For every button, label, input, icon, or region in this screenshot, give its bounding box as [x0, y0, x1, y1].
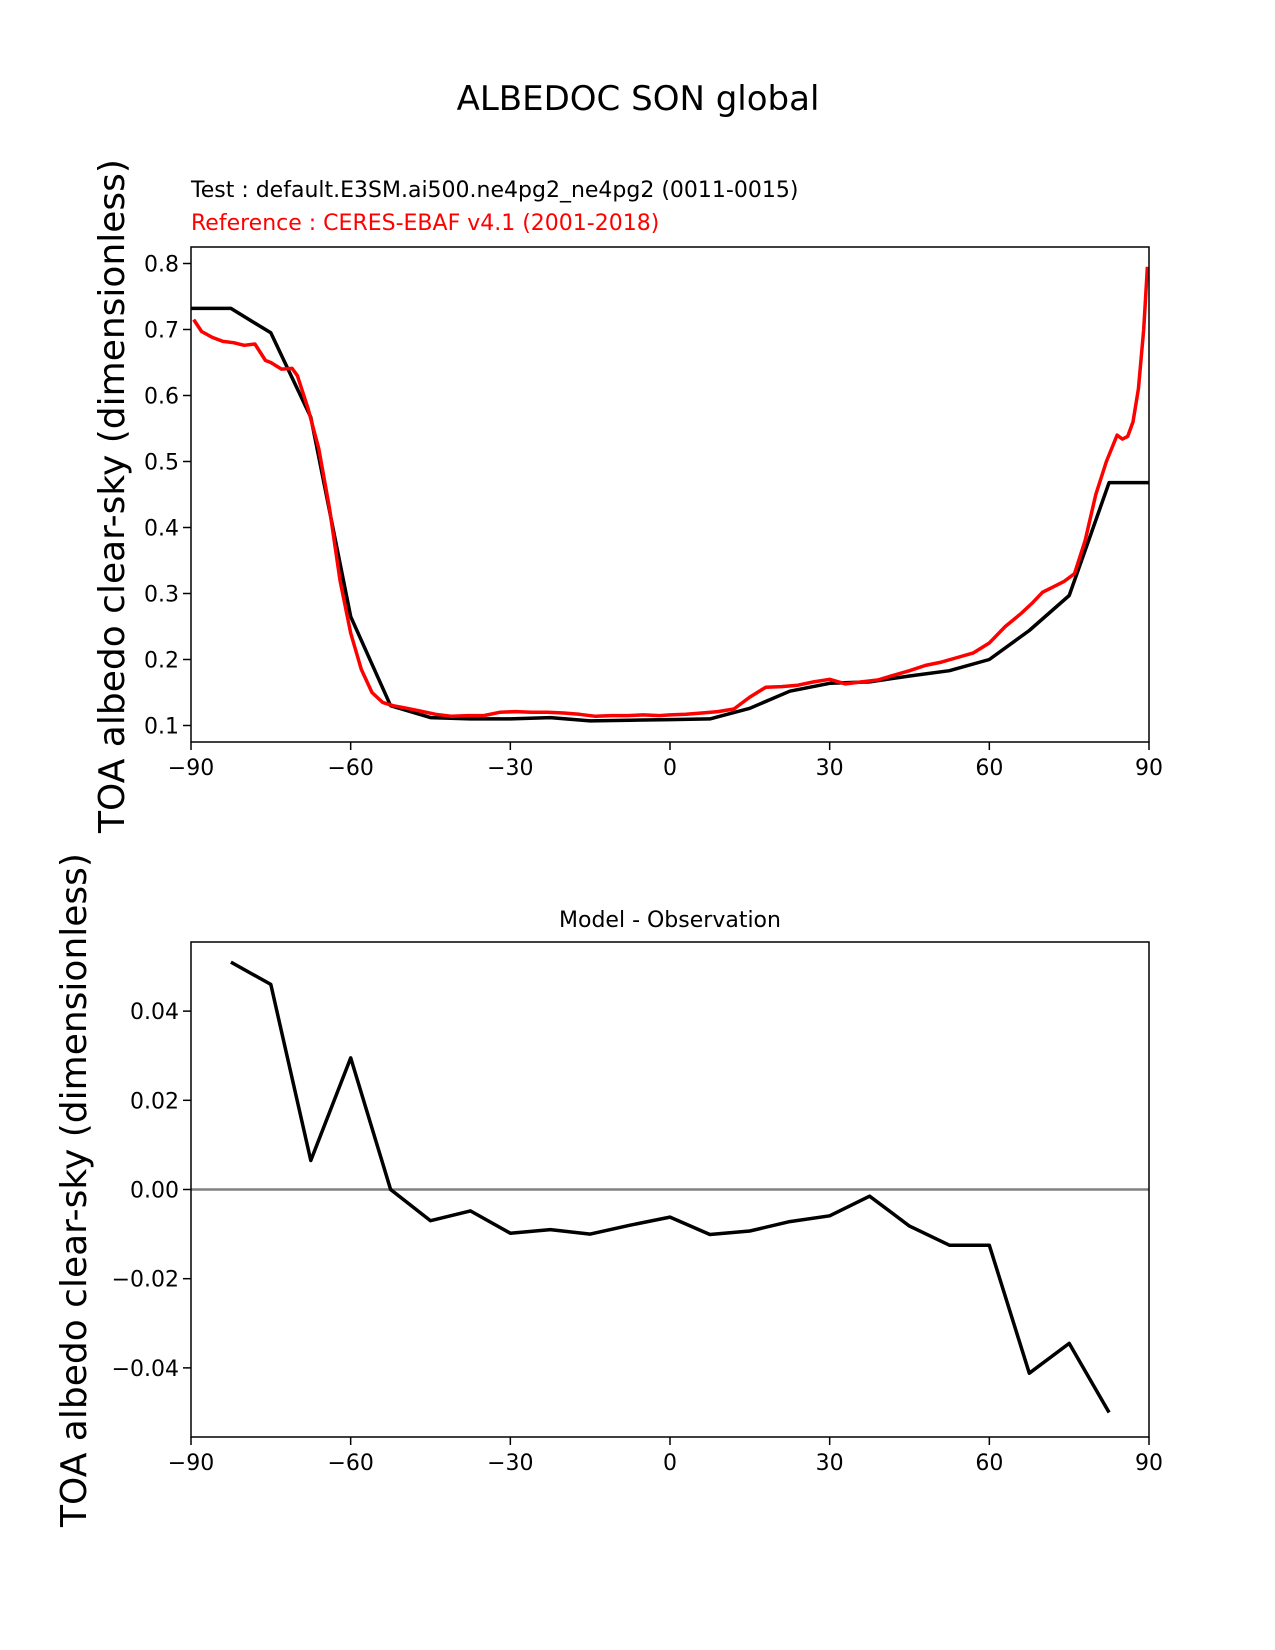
x-tick-label: −90	[168, 756, 214, 781]
x-tick-label: 0	[663, 756, 677, 781]
x-tick-label: −30	[487, 1451, 533, 1476]
y-tick-label: 0.8	[144, 253, 179, 278]
y-tick-label: 0.1	[144, 715, 179, 740]
x-tick-label: −30	[487, 756, 533, 781]
bottom-y-axis-label: TOA albedo clear-sky (dimensionless)	[54, 853, 95, 1528]
x-tick-label: −60	[327, 756, 373, 781]
difference-series-line	[230, 960, 1111, 1414]
y-tick-label: 0.5	[144, 451, 179, 476]
y-tick-label: 0.2	[144, 649, 179, 674]
y-tick-label: 0.02	[130, 1089, 179, 1114]
x-tick-label: 60	[975, 1451, 1003, 1476]
y-tick-label: 0.6	[144, 385, 179, 410]
x-tick-label: 30	[816, 1451, 844, 1476]
y-tick-label: 0.00	[130, 1179, 179, 1204]
x-tick-label: −90	[168, 1451, 214, 1476]
y-tick-label: 0.7	[144, 319, 179, 344]
x-tick-label: −60	[327, 1451, 373, 1476]
x-tick-label: 90	[1135, 1451, 1163, 1476]
y-tick-label: −0.04	[112, 1357, 179, 1382]
y-tick-label: 0.4	[144, 517, 179, 542]
top-y-axis-label: TOA albedo clear-sky (dimensionless)	[92, 159, 133, 834]
bottom-panel: Model - Observation TOA albedo clear-sky…	[54, 853, 1163, 1528]
x-tick-label: 60	[975, 756, 1003, 781]
reference-series-line	[192, 266, 1150, 719]
test-series-line	[191, 306, 1149, 723]
x-tick-label: 30	[816, 756, 844, 781]
x-tick-label: 0	[663, 1451, 677, 1476]
top-plot-frame	[190, 246, 1150, 743]
difference-title: Model - Observation	[559, 908, 781, 933]
test-label: Test : default.E3SM.ai500.ne4pg2_ne4pg2 …	[190, 178, 798, 203]
y-tick-label: 0.04	[130, 1000, 179, 1025]
reference-label: Reference : CERES-EBAF v4.1 (2001-2018)	[191, 211, 659, 236]
y-tick-label: 0.3	[144, 583, 179, 608]
x-tick-label: 90	[1135, 756, 1163, 781]
y-tick-label: −0.02	[112, 1268, 179, 1293]
figure-title: ALBEDOC SON global	[457, 79, 820, 119]
top-panel: Test : default.E3SM.ai500.ne4pg2_ne4pg2 …	[92, 159, 1163, 834]
